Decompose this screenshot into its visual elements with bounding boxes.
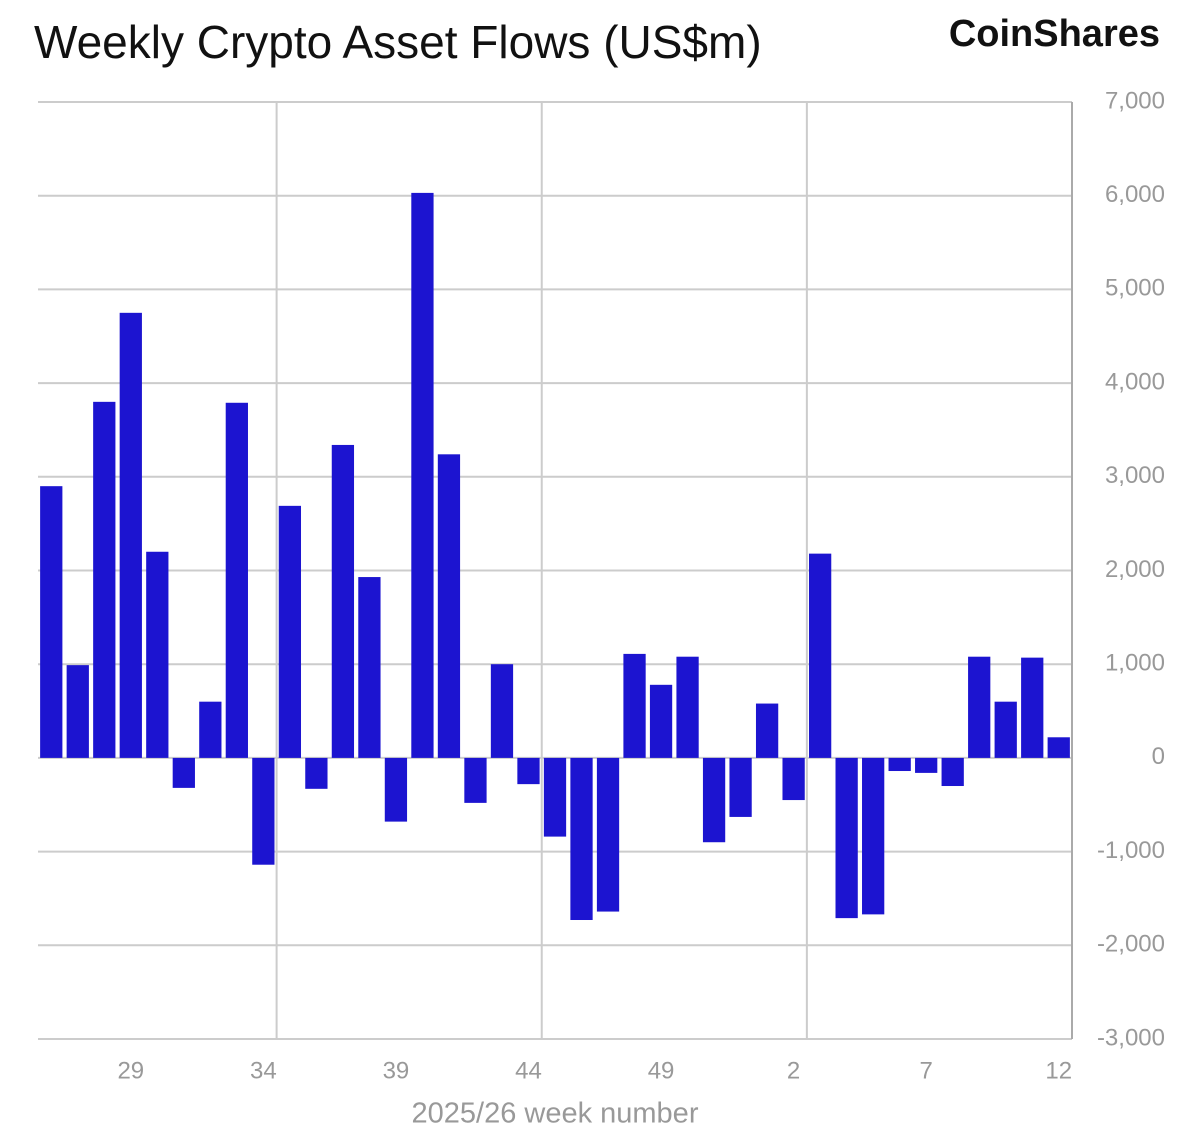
bar bbox=[331, 444, 355, 758]
bar bbox=[570, 757, 593, 921]
y-tick-label: 1,000 bbox=[1105, 650, 1165, 677]
bar bbox=[1021, 657, 1044, 758]
y-tick-label: 0 bbox=[1152, 743, 1165, 770]
bar bbox=[40, 486, 63, 758]
bar bbox=[199, 701, 222, 758]
bar bbox=[782, 757, 805, 801]
x-axis-label: 2025/26 week number bbox=[412, 1098, 699, 1130]
bar bbox=[808, 553, 832, 758]
x-tick-label: 7 bbox=[919, 1057, 932, 1084]
bar bbox=[543, 757, 567, 837]
bar bbox=[146, 551, 169, 758]
y-tick-label: 5,000 bbox=[1105, 275, 1165, 302]
bar bbox=[517, 757, 540, 785]
y-tick-label: 7,000 bbox=[1105, 87, 1165, 114]
bar bbox=[941, 757, 964, 787]
bar bbox=[437, 454, 461, 758]
bar bbox=[252, 757, 275, 865]
bar bbox=[649, 684, 673, 758]
y-tick-label: -1,000 bbox=[1097, 837, 1165, 864]
bar bbox=[702, 757, 726, 843]
bar bbox=[862, 757, 885, 915]
bar bbox=[596, 757, 620, 912]
bar bbox=[835, 757, 858, 919]
bar bbox=[66, 665, 89, 758]
x-tick-label: 34 bbox=[250, 1057, 277, 1084]
chart-title: Weekly Crypto Asset Flows (US$m) bbox=[34, 16, 762, 68]
bar bbox=[994, 701, 1017, 758]
bar bbox=[490, 664, 514, 758]
bar bbox=[411, 192, 434, 758]
y-tick-label: 3,000 bbox=[1105, 462, 1165, 489]
x-tick-label: 49 bbox=[648, 1057, 675, 1084]
bar bbox=[968, 656, 991, 758]
y-tick-label: -3,000 bbox=[1097, 1024, 1165, 1051]
bar bbox=[93, 401, 116, 758]
x-tick-label: 2 bbox=[787, 1057, 800, 1084]
bar bbox=[172, 757, 195, 788]
bar bbox=[755, 703, 779, 758]
bar bbox=[305, 757, 328, 789]
bar bbox=[358, 577, 381, 758]
bar bbox=[623, 653, 646, 758]
bar bbox=[278, 505, 302, 758]
bar bbox=[225, 402, 248, 758]
bar bbox=[676, 656, 699, 758]
bar bbox=[915, 757, 938, 773]
brand-logo: CoinShares bbox=[949, 13, 1160, 55]
bar bbox=[119, 312, 142, 758]
bar bbox=[1047, 737, 1070, 758]
bar bbox=[888, 757, 911, 772]
x-tick-label: 39 bbox=[383, 1057, 410, 1084]
x-tick-label: 44 bbox=[515, 1057, 542, 1084]
y-tick-label: 4,000 bbox=[1105, 368, 1165, 395]
y-tick-label: 2,000 bbox=[1105, 556, 1165, 583]
x-tick-label: 12 bbox=[1045, 1057, 1072, 1084]
bar bbox=[729, 757, 752, 817]
x-tick-label: 29 bbox=[117, 1057, 144, 1084]
bar bbox=[384, 757, 408, 822]
y-tick-label: 6,000 bbox=[1105, 181, 1165, 208]
bar bbox=[464, 757, 487, 803]
y-tick-label: -2,000 bbox=[1097, 931, 1165, 958]
